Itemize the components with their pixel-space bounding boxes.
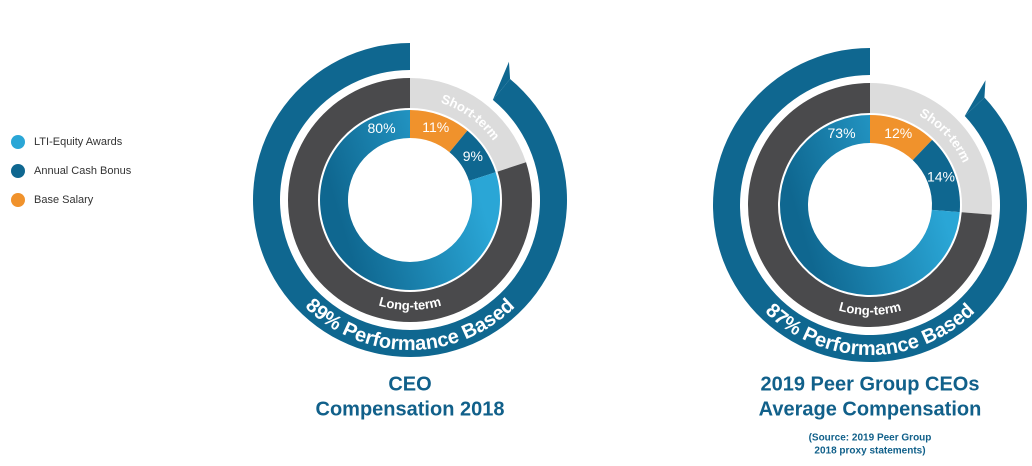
chart-title: Average Compensation	[759, 398, 982, 420]
legend-label: LTI-Equity Awards	[34, 136, 123, 148]
chart-title: 2019 Peer Group CEOs	[761, 373, 980, 395]
legend-label: Annual Cash Bonus	[34, 165, 132, 177]
long-term-label: Long-term	[377, 294, 442, 313]
value-label: 12%	[884, 125, 912, 141]
chart-title: CEO	[388, 373, 431, 395]
source-note: 2018 proxy statements)	[814, 446, 925, 457]
arc-tip	[492, 61, 511, 100]
segment	[912, 139, 960, 213]
long-term-label: Long-term	[377, 294, 442, 313]
arc-tip	[964, 80, 986, 117]
value-label: 11%	[422, 119, 449, 135]
chart-title: Compensation 2018	[316, 398, 505, 420]
value-label: 14%	[927, 169, 955, 185]
long-term-label: Long-term	[837, 299, 902, 318]
short-term-ring	[870, 83, 992, 215]
value-label: 9%	[463, 148, 483, 164]
value-label: 73%	[828, 125, 856, 141]
legend-swatch	[11, 193, 25, 207]
segment	[780, 115, 960, 296]
segment	[870, 115, 933, 161]
short-term-ring	[410, 78, 527, 172]
legend-swatch	[11, 164, 25, 178]
segment	[449, 130, 496, 181]
segment	[410, 110, 468, 153]
long-term-label: Long-term	[837, 299, 902, 318]
source-note: (Source: 2019 Peer Group	[809, 433, 932, 444]
legend-swatch	[11, 135, 25, 149]
segment	[320, 110, 501, 290]
legend-label: Base Salary	[34, 194, 94, 206]
value-label: 80%	[368, 120, 396, 136]
